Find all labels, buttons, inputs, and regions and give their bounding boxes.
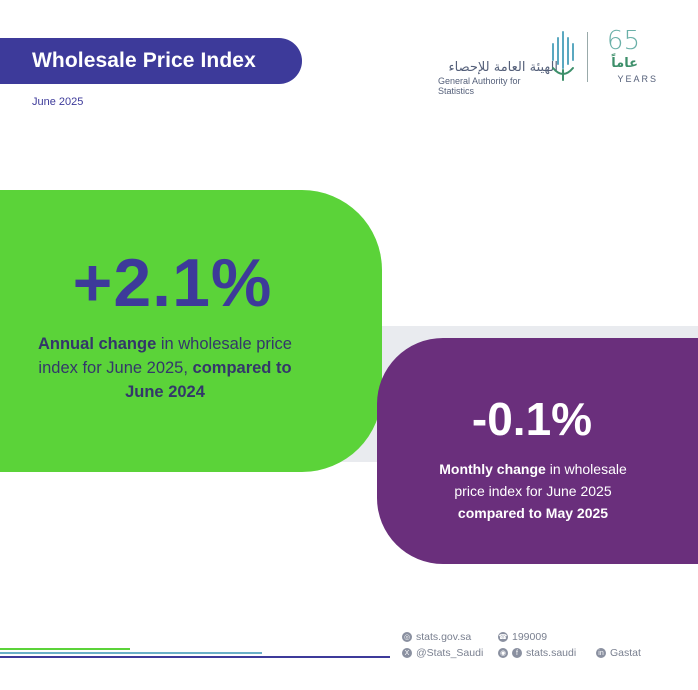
gastat-logo: الهيئة العامة للإحصاء General Authority … bbox=[438, 26, 658, 96]
page-title-banner: Wholesale Price Index bbox=[0, 38, 302, 84]
footer-line-green bbox=[0, 648, 130, 650]
phone-icon: ☎ bbox=[498, 632, 508, 642]
contact-linkedin[interactable]: in Gastat bbox=[596, 647, 641, 659]
footer-line-teal bbox=[0, 652, 262, 654]
monthly-desc-bold: Monthly change bbox=[439, 461, 546, 477]
instagram-icon: ◉ bbox=[498, 648, 508, 658]
contact-phone[interactable]: ☎ 199009 bbox=[498, 631, 547, 643]
x-twitter-icon: X bbox=[402, 648, 412, 658]
page-title: Wholesale Price Index bbox=[32, 49, 256, 72]
globe-icon: ◎ bbox=[402, 632, 412, 642]
logo-divider bbox=[587, 32, 588, 82]
phone-text: 199009 bbox=[512, 631, 548, 643]
monthly-change-description: Monthly change in wholesale price index … bbox=[423, 458, 643, 524]
monthly-change-value: -0.1% bbox=[471, 393, 593, 445]
anniversary-number: 65 bbox=[606, 26, 640, 56]
contact-website[interactable]: ◎ stats.gov.sa bbox=[402, 631, 471, 643]
annual-change-value: +2.1% bbox=[72, 245, 273, 321]
logo-arabic-name: الهيئة العامة للإحصاء bbox=[448, 60, 558, 75]
anniversary-years: YEARS bbox=[617, 74, 658, 84]
linkedin-icon: in bbox=[596, 648, 606, 658]
annual-change-card: +2.1% Annual change in wholesale price i… bbox=[0, 190, 382, 472]
logo-english-name: General Authority for Statistics bbox=[438, 76, 521, 96]
footer-line-purple bbox=[0, 656, 390, 658]
contact-facebook[interactable]: ◉ f stats.saudi bbox=[498, 647, 576, 659]
report-date: June 2025 bbox=[32, 96, 84, 108]
anniversary-arabic: عاماً bbox=[611, 56, 638, 71]
annual-desc-compare: compared to June 2024 bbox=[125, 359, 292, 401]
monthly-desc-compare: compared to May 2025 bbox=[457, 505, 609, 521]
annual-desc-text: in wholesale price index for June 2025, bbox=[38, 335, 292, 377]
linkedin-text: Gastat bbox=[610, 647, 641, 659]
monthly-desc-text: in wholesale price index for June 2025 bbox=[454, 461, 627, 499]
annual-change-description: Annual change in wholesale price index f… bbox=[30, 332, 300, 404]
gastat-emblem-icon bbox=[552, 31, 574, 81]
twitter-text: @Stats_Saudi bbox=[416, 647, 484, 659]
facebook-icon: f bbox=[512, 648, 522, 658]
annual-desc-bold: Annual change bbox=[37, 335, 157, 353]
website-text: stats.gov.sa bbox=[416, 631, 472, 643]
contact-twitter[interactable]: X @Stats_Saudi bbox=[402, 647, 483, 659]
facebook-text: stats.saudi bbox=[526, 647, 577, 659]
monthly-change-card: -0.1% Monthly change in wholesale price … bbox=[377, 338, 698, 564]
